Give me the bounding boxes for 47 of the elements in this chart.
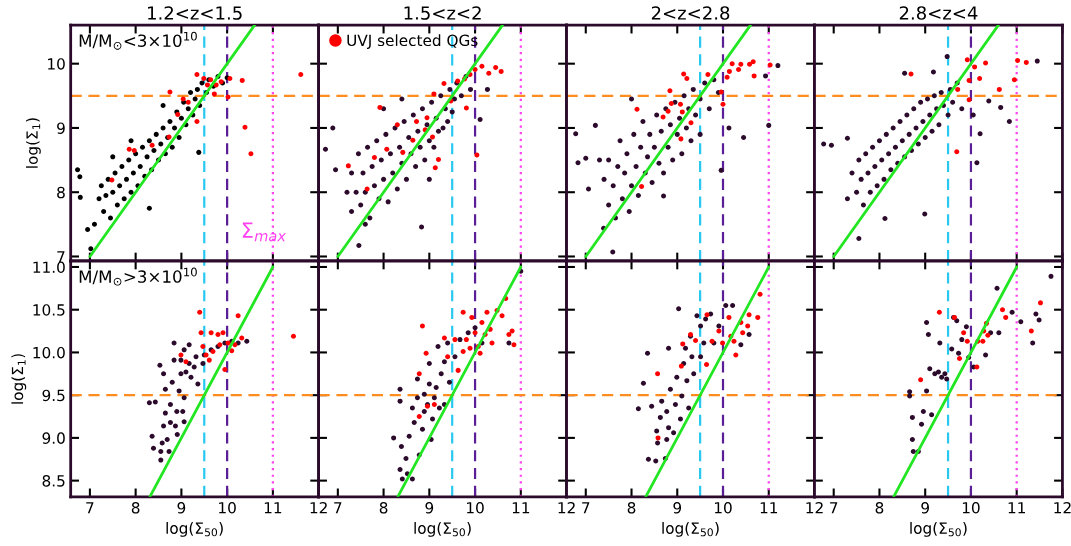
x-tick-label: 12 [1054, 501, 1071, 514]
x-axis-title: log(Σ$_{50}$) [662, 522, 719, 537]
y-tick-label: 7 [57, 251, 65, 263]
x-tick-label: 12 [310, 501, 327, 514]
y-tick-label: 11.0 [33, 261, 65, 273]
x-tick-label: 9 [921, 501, 929, 514]
x-tick-label: 7 [86, 502, 94, 514]
y-axis-title: log(Σ$_{1}$) [11, 354, 27, 404]
chart-title: 1.2<z<1.5 [148, 6, 242, 20]
y-tick-label: 8.5 [42, 475, 65, 487]
y-tick-label: 9 [57, 122, 65, 134]
y-tick-label: 9.5 [42, 389, 65, 402]
x-tick-label: 8 [131, 501, 140, 514]
chart-title: 1.5<z<2 [404, 6, 481, 20]
x-tick-label: 10 [962, 501, 980, 514]
x-tick-label: 11 [512, 502, 530, 514]
x-tick-label: 8 [875, 501, 884, 514]
y-tick-label: 10 [48, 58, 65, 70]
x-axis-title: log(Σ$_{50}$) [414, 522, 471, 537]
x-tick-label: 8 [627, 501, 636, 514]
chart-title: 2.8<z<4 [899, 6, 978, 20]
annotation: M/M$_{⊙}$>3×10$^{10}$ [79, 267, 197, 286]
x-tick-label: 12 [806, 501, 823, 514]
chart-title: 2<z<2.8 [651, 6, 730, 20]
ref-line-label: Σ$_{max}$ [242, 222, 287, 242]
y-tick-label: 9.0 [42, 432, 65, 444]
y-tick-label: 10.5 [33, 304, 65, 316]
x-tick-label: 7 [830, 502, 838, 514]
x-tick-label: 8 [379, 501, 388, 514]
x-tick-label: 11 [1008, 502, 1025, 514]
x-axis-title: log(Σ$_{50}$) [166, 522, 223, 537]
x-tick-label: 12 [558, 501, 575, 514]
x-tick-label: 10 [219, 501, 236, 514]
y-axis-title: log(Σ$_{1}$) [26, 118, 41, 168]
x-tick-label: 9 [425, 501, 434, 514]
x-tick-label: 10 [714, 501, 732, 514]
x-tick-label: 9 [177, 501, 186, 514]
x-axis-title: log(Σ$_{50}$) [910, 522, 967, 537]
x-tick-label: 11 [760, 502, 778, 514]
x-tick-label: 10 [467, 501, 484, 514]
annotation: M/M$_{⊙}$<3×10$^{10}$ [79, 31, 197, 50]
x-tick-label: 7 [582, 502, 590, 514]
x-tick-label: 11 [264, 502, 282, 514]
y-tick-label: 10.0 [33, 346, 65, 359]
x-tick-label: 7 [334, 502, 342, 514]
x-tick-label: 9 [673, 501, 682, 514]
y-tick-label: 8 [57, 186, 65, 199]
